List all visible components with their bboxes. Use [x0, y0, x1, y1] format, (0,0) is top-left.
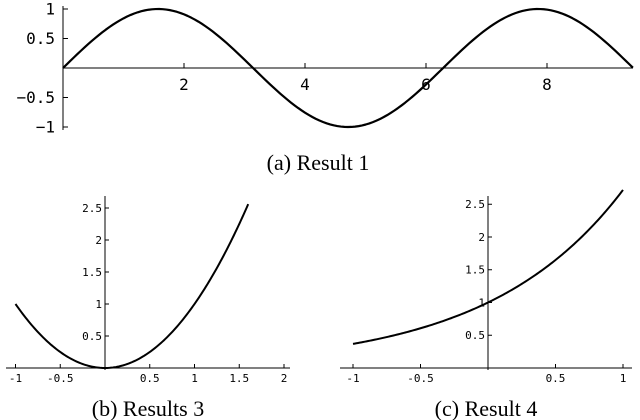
x-tick-label: 1: [620, 372, 627, 385]
series-curve: [62, 7, 634, 129]
y-tick-label: 1: [478, 296, 485, 309]
series-curve: [352, 189, 624, 345]
y-tick-label: 2.5: [465, 198, 485, 211]
y-tick-label: 1: [45, 0, 55, 19]
y-tick-label: 1: [95, 298, 102, 311]
y-tick-label: −1: [36, 118, 55, 137]
y-tick-label: 1.5: [465, 264, 485, 277]
x-tick-label: 1.5: [229, 372, 249, 385]
x-tick-label: 0.5: [140, 372, 160, 385]
y-tick-label: −0.5: [16, 88, 55, 107]
y-tick-label: 0.5: [82, 330, 102, 343]
y-tick-label: 2.5: [82, 202, 102, 215]
y-tick-label: 1.5: [82, 266, 102, 279]
panel-c-exponential: -1 -0.5 0.5 1 0.5 1 1.5 2 2.5: [340, 189, 632, 385]
y-tick-label: 2: [478, 231, 485, 244]
x-tick-label: -0.5: [47, 372, 74, 385]
x-tick-label: -0.5: [407, 372, 434, 385]
series-curve: [14, 203, 250, 369]
caption-c: (c) Result 4: [435, 396, 538, 420]
caption-b: (b) Results 3: [92, 396, 204, 420]
panel-b-parabola: -1 -0.5 0.5 1 1.5 2 0.5 1 1.5 2 2.5: [6, 196, 290, 385]
x-tick-label: -1: [9, 372, 22, 385]
x-tick-label: 8: [542, 75, 552, 94]
x-tick-label: 1: [191, 372, 198, 385]
x-tick-label: -1: [346, 372, 359, 385]
caption-a: (a) Result 1: [267, 150, 370, 175]
x-tick-label: 2: [179, 75, 189, 94]
y-tick-label: 0.5: [26, 29, 55, 48]
y-tick-label: 0.5: [465, 329, 485, 342]
x-tick-label: 4: [300, 75, 310, 94]
x-tick-label: 0.5: [546, 372, 566, 385]
panel-a-sine: 2 4 6 810.5−0.5−1: [16, 0, 634, 137]
x-tick-label: 2: [281, 372, 288, 385]
y-tick-label: 2: [95, 234, 102, 247]
